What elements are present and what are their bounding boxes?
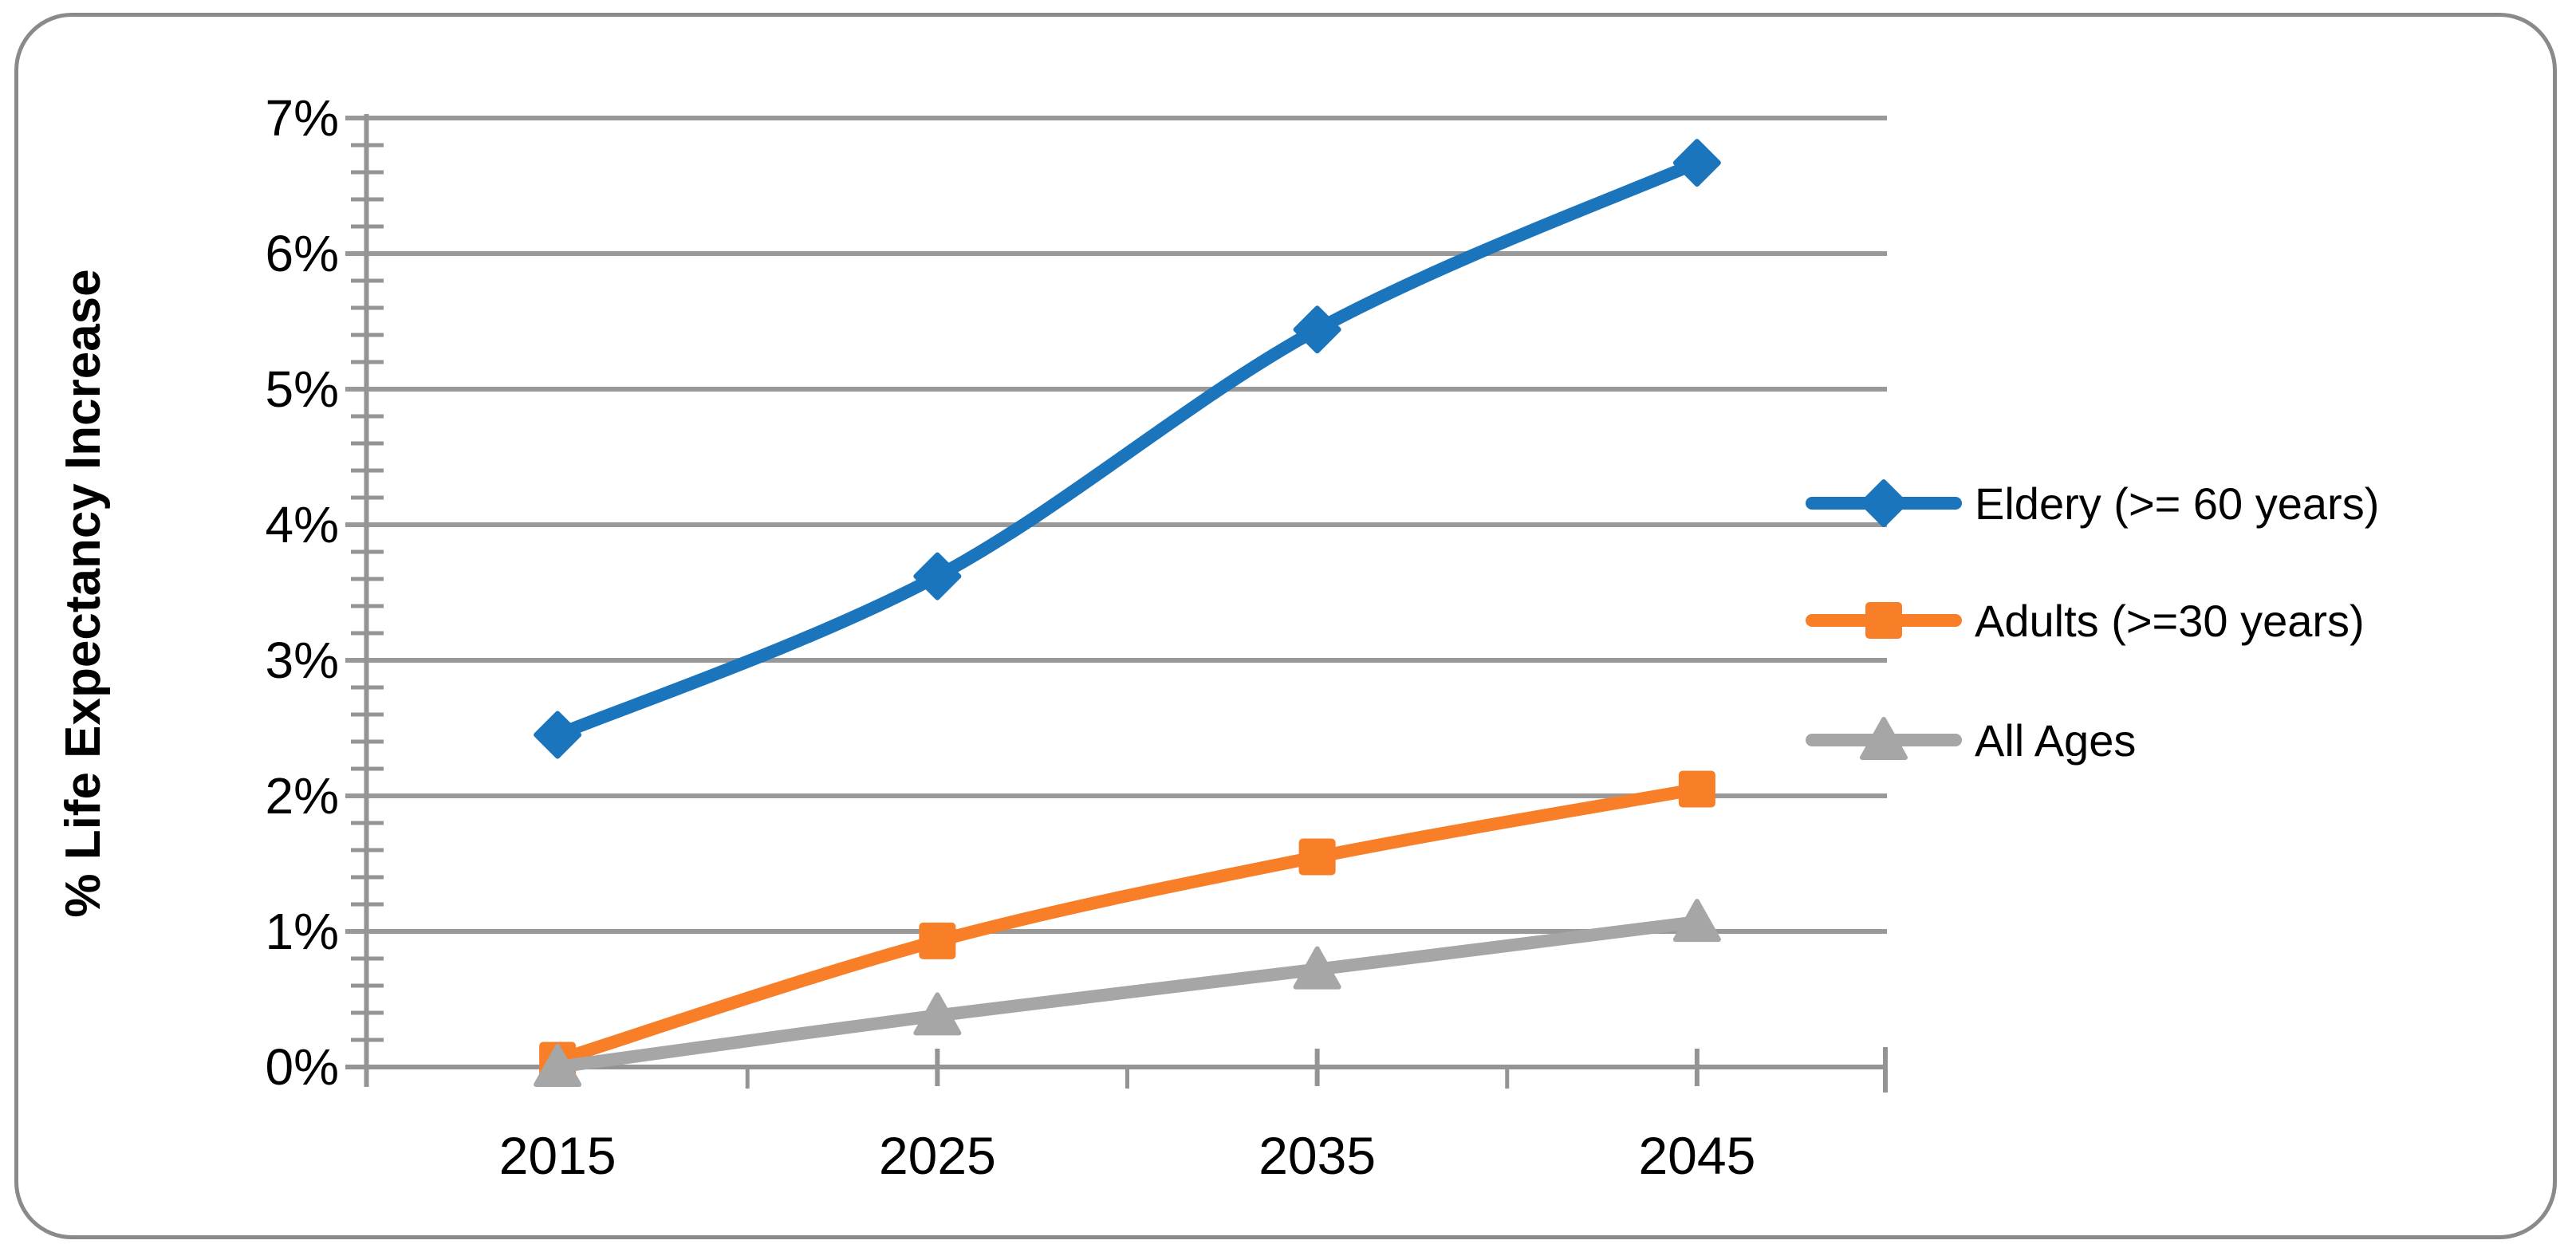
data-point-marker — [919, 922, 956, 959]
x-tick-label: 2045 — [1638, 1126, 1756, 1185]
data-point-marker — [1293, 946, 1341, 990]
data-point-marker — [1293, 305, 1341, 354]
legend-label: Eldery (>= 60 years) — [1975, 478, 2380, 529]
legend-item-eldery: Eldery (>= 60 years) — [1804, 455, 2379, 551]
y-tick-label: 2% — [265, 767, 340, 825]
data-point-marker — [534, 711, 582, 759]
y-axis-title: % Life Expectancy Increase — [56, 269, 111, 918]
y-tick-label: 4% — [265, 496, 340, 553]
series-line — [551, 915, 1704, 1073]
data-point-marker — [1865, 602, 1902, 639]
data-point-marker — [1672, 899, 1721, 943]
y-tick-label: 6% — [265, 225, 340, 282]
y-tick-label: 1% — [265, 903, 340, 960]
legend-item-all-ages: All Ages — [1804, 692, 2136, 788]
y-tick-label: 7% — [265, 89, 340, 147]
legend-marker-diamond-icon — [1806, 479, 1962, 527]
x-tick-label: 2025 — [878, 1126, 996, 1185]
legend-item-adults: Adults (>=30 years) — [1804, 573, 2365, 668]
legend-label: Adults (>=30 years) — [1975, 595, 2365, 646]
y-tick-label: 5% — [265, 360, 340, 418]
y-tick-label: 3% — [265, 632, 340, 689]
data-point-marker — [1678, 770, 1715, 808]
axes-and-ticks — [345, 114, 1888, 1093]
data-point-marker — [1298, 838, 1336, 876]
x-tick-label: 2015 — [498, 1126, 616, 1185]
legend-label: All Ages — [1975, 715, 2137, 766]
legend-marker-triangle-icon — [1806, 717, 1962, 760]
data-point-marker — [534, 1044, 582, 1087]
y-tick-label: 0% — [265, 1038, 340, 1096]
gridlines — [345, 116, 1887, 934]
x-tick-label: 2035 — [1258, 1126, 1377, 1185]
chart-frame — [14, 13, 2557, 1239]
data-series — [534, 139, 1721, 1087]
series-line — [551, 782, 1704, 1067]
data-point-marker — [1860, 479, 1908, 527]
series-line — [551, 156, 1704, 742]
data-point-marker — [913, 992, 962, 1036]
data-point-marker — [1672, 139, 1721, 187]
legend-marker-square-icon — [1806, 602, 1962, 639]
data-point-marker — [1860, 717, 1908, 760]
data-point-marker — [913, 552, 962, 600]
